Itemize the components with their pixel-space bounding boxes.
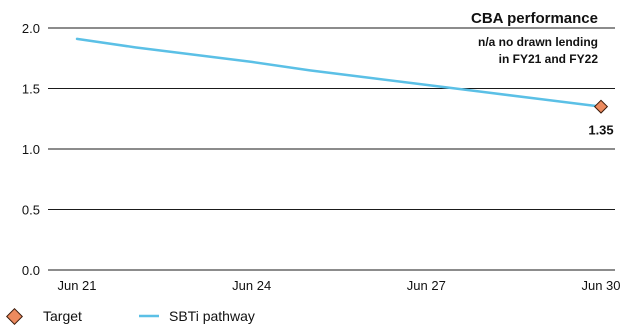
- x-tick-label-3: Jun 30: [581, 278, 620, 293]
- y-tick-label-1: 0.5: [22, 203, 40, 218]
- target-diamond-icon: [6, 308, 23, 325]
- annotation-title: CBA performance: [471, 10, 598, 27]
- legend-label-target: Target: [43, 308, 82, 324]
- legend-item-target: Target: [6, 308, 82, 325]
- series-lines: [75, 37, 603, 108]
- annotation-line-2: in FY21 and FY22: [499, 52, 599, 66]
- y-tick-label-2: 1.0: [22, 142, 40, 157]
- target-markers: 1.35: [588, 99, 614, 138]
- y-tick-label-0: 0.0: [22, 263, 40, 278]
- annotation-line-1: n/a no drawn lending: [478, 35, 598, 49]
- x-tick-label-2: Jun 27: [407, 278, 446, 293]
- y-tick-label-3: 1.5: [22, 82, 40, 97]
- x-tick-label-0: Jun 21: [57, 278, 96, 293]
- cba-performance-annotation: CBA performance n/a no drawn lending in …: [471, 10, 598, 66]
- legend: Target SBTi pathway: [6, 308, 255, 325]
- legend-item-sbti-pathway: SBTi pathway: [139, 308, 255, 324]
- legend-label-sbti-pathway: SBTi pathway: [169, 308, 255, 324]
- target-marker: [593, 99, 609, 114]
- target-data-label: 1.35: [588, 123, 613, 138]
- y-tick-label-4: 2.0: [22, 21, 40, 36]
- series-line-0: [75, 37, 603, 108]
- y-axis-tick-labels: 0.0 0.5 1.0 1.5 2.0: [22, 21, 40, 278]
- x-tick-label-1: Jun 24: [232, 278, 271, 293]
- x-axis-tick-labels: Jun 21 Jun 24 Jun 27 Jun 30: [57, 278, 620, 293]
- grid-lines: [48, 27, 615, 271]
